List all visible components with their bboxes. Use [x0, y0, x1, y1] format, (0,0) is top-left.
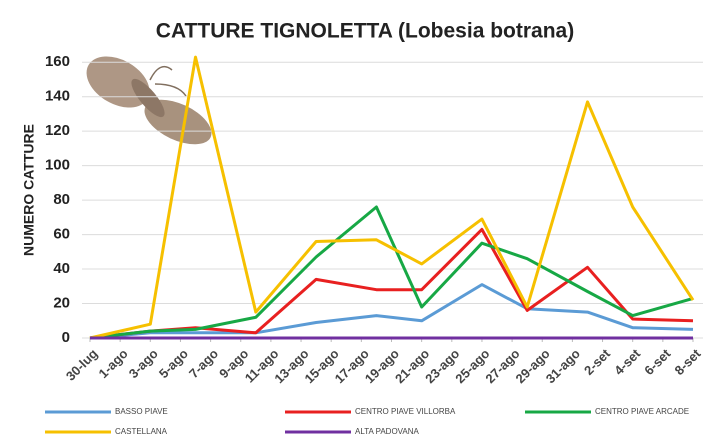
chart-title: CATTURE TIGNOLETTA (Lobesia botrana)	[156, 20, 574, 43]
y-tick-label: 140	[45, 88, 70, 105]
x-tick-label: 8-set	[671, 345, 704, 378]
series-line	[89, 227, 694, 340]
x-tick-label: 3-ago	[126, 346, 161, 381]
x-tick-label: 1-ago	[96, 346, 131, 381]
y-tick-label: 20	[53, 294, 70, 311]
y-tick-label: 0	[62, 329, 70, 346]
moth-illustration	[86, 56, 212, 145]
x-tick-label: 31-ago	[543, 346, 583, 386]
y-axis-label: NUMERO CATTURE	[21, 124, 37, 256]
legend-label: CASTELLANA	[115, 427, 168, 434]
series-line	[89, 205, 694, 340]
series-line	[89, 283, 694, 340]
y-tick-label: 60	[53, 226, 70, 243]
legend-label: ALTA PADOVANA	[355, 427, 420, 434]
y-tick-label: 80	[53, 191, 70, 208]
y-tick-label: 40	[53, 260, 70, 277]
x-tick-label: 4-set	[611, 345, 644, 378]
x-tick-label: 30-lug	[63, 346, 101, 384]
legend-label: CENTRO PIAVE VILLORBA	[355, 407, 456, 416]
x-tick-label: 5-ago	[156, 346, 191, 381]
y-tick-label: 160	[45, 53, 70, 70]
y-tick-label: 120	[45, 122, 70, 139]
y-tick-label: 100	[45, 157, 70, 174]
x-tick-label: 2-set	[581, 345, 614, 378]
series-line	[89, 55, 695, 340]
x-tick-label: 6-set	[641, 345, 674, 378]
legend-label: BASSO PIAVE	[115, 407, 168, 416]
legend-label: CENTRO PIAVE ARCADE	[595, 407, 689, 416]
x-tick-label: 7-ago	[186, 346, 221, 381]
